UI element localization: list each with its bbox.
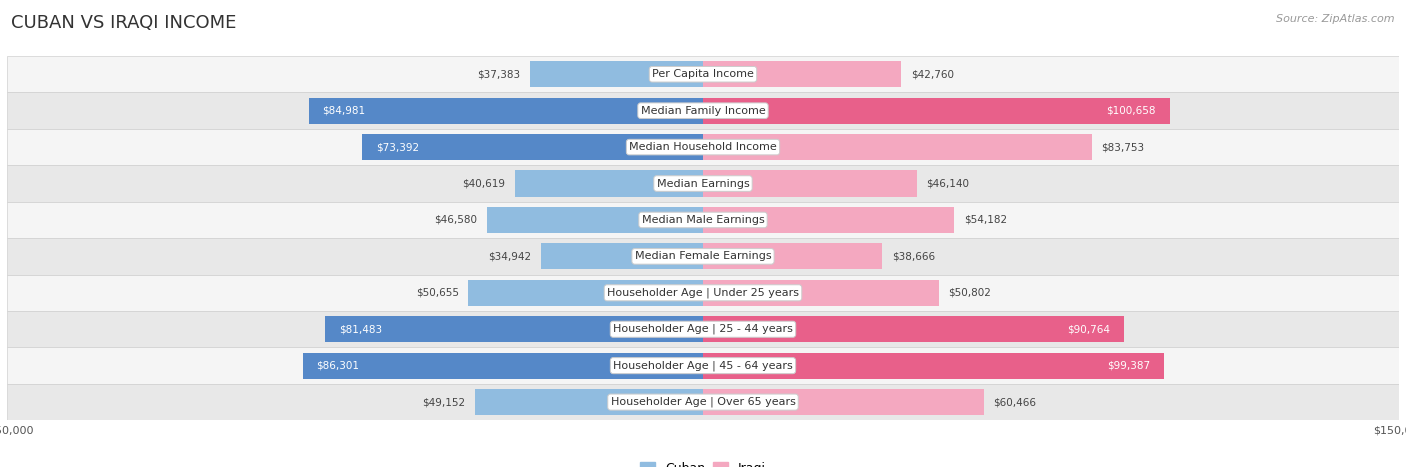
Text: Per Capita Income: Per Capita Income — [652, 69, 754, 79]
Bar — [325, 316, 703, 342]
Text: $42,760: $42,760 — [911, 69, 953, 79]
Bar — [7, 92, 1399, 129]
Text: Median Female Earnings: Median Female Earnings — [634, 251, 772, 262]
Bar — [703, 243, 883, 269]
Text: $60,466: $60,466 — [993, 397, 1036, 407]
Text: Householder Age | 45 - 64 years: Householder Age | 45 - 64 years — [613, 361, 793, 371]
Bar — [7, 347, 1399, 384]
Bar — [530, 61, 703, 87]
Bar — [703, 353, 1164, 379]
Bar — [309, 98, 703, 124]
Text: $49,152: $49,152 — [423, 397, 465, 407]
Bar — [7, 56, 1399, 92]
Text: $50,655: $50,655 — [416, 288, 458, 298]
Bar — [703, 61, 901, 87]
Text: $86,301: $86,301 — [316, 361, 360, 371]
Text: $73,392: $73,392 — [377, 142, 419, 152]
Text: $46,140: $46,140 — [927, 178, 969, 189]
Bar — [302, 353, 703, 379]
Bar — [7, 311, 1399, 347]
Text: $34,942: $34,942 — [488, 251, 531, 262]
Bar — [7, 202, 1399, 238]
Text: CUBAN VS IRAQI INCOME: CUBAN VS IRAQI INCOME — [11, 14, 236, 32]
Text: Median Male Earnings: Median Male Earnings — [641, 215, 765, 225]
Bar — [515, 170, 703, 197]
Text: $81,483: $81,483 — [339, 324, 382, 334]
Bar — [363, 134, 703, 160]
Text: $37,383: $37,383 — [477, 69, 520, 79]
Bar — [703, 316, 1125, 342]
Text: $54,182: $54,182 — [963, 215, 1007, 225]
Text: Householder Age | 25 - 44 years: Householder Age | 25 - 44 years — [613, 324, 793, 334]
Text: $99,387: $99,387 — [1107, 361, 1150, 371]
Bar — [703, 170, 917, 197]
Bar — [486, 207, 703, 233]
Text: Householder Age | Under 25 years: Householder Age | Under 25 years — [607, 288, 799, 298]
Bar — [475, 389, 703, 415]
Legend: Cuban, Iraqi: Cuban, Iraqi — [636, 457, 770, 467]
Text: $50,802: $50,802 — [948, 288, 991, 298]
Bar — [703, 280, 939, 306]
Bar — [7, 238, 1399, 275]
Text: $40,619: $40,619 — [463, 178, 505, 189]
Text: Source: ZipAtlas.com: Source: ZipAtlas.com — [1277, 14, 1395, 24]
Text: $38,666: $38,666 — [891, 251, 935, 262]
Bar — [703, 134, 1091, 160]
Bar — [7, 275, 1399, 311]
Bar — [7, 384, 1399, 420]
Text: Median Household Income: Median Household Income — [628, 142, 778, 152]
Text: $90,764: $90,764 — [1067, 324, 1111, 334]
Text: Median Family Income: Median Family Income — [641, 106, 765, 116]
Bar — [703, 98, 1170, 124]
Bar — [703, 389, 984, 415]
Text: $100,658: $100,658 — [1107, 106, 1156, 116]
Text: Median Earnings: Median Earnings — [657, 178, 749, 189]
Bar — [7, 129, 1399, 165]
Text: $83,753: $83,753 — [1101, 142, 1144, 152]
Bar — [468, 280, 703, 306]
Bar — [7, 165, 1399, 202]
Text: Householder Age | Over 65 years: Householder Age | Over 65 years — [610, 397, 796, 407]
Text: $84,981: $84,981 — [322, 106, 366, 116]
Bar — [703, 207, 955, 233]
Bar — [541, 243, 703, 269]
Text: $46,580: $46,580 — [434, 215, 478, 225]
